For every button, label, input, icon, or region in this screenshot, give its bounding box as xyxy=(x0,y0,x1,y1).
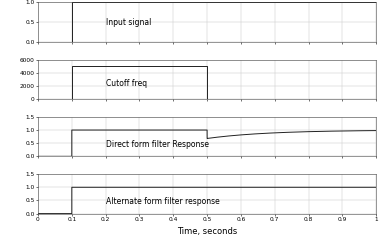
Text: Cutoff freq: Cutoff freq xyxy=(106,79,147,88)
Text: Direct form filter Response: Direct form filter Response xyxy=(106,140,209,149)
X-axis label: Time, seconds: Time, seconds xyxy=(177,227,237,236)
Text: Input signal: Input signal xyxy=(106,18,151,27)
Text: Alternate form filter response: Alternate form filter response xyxy=(106,197,219,206)
